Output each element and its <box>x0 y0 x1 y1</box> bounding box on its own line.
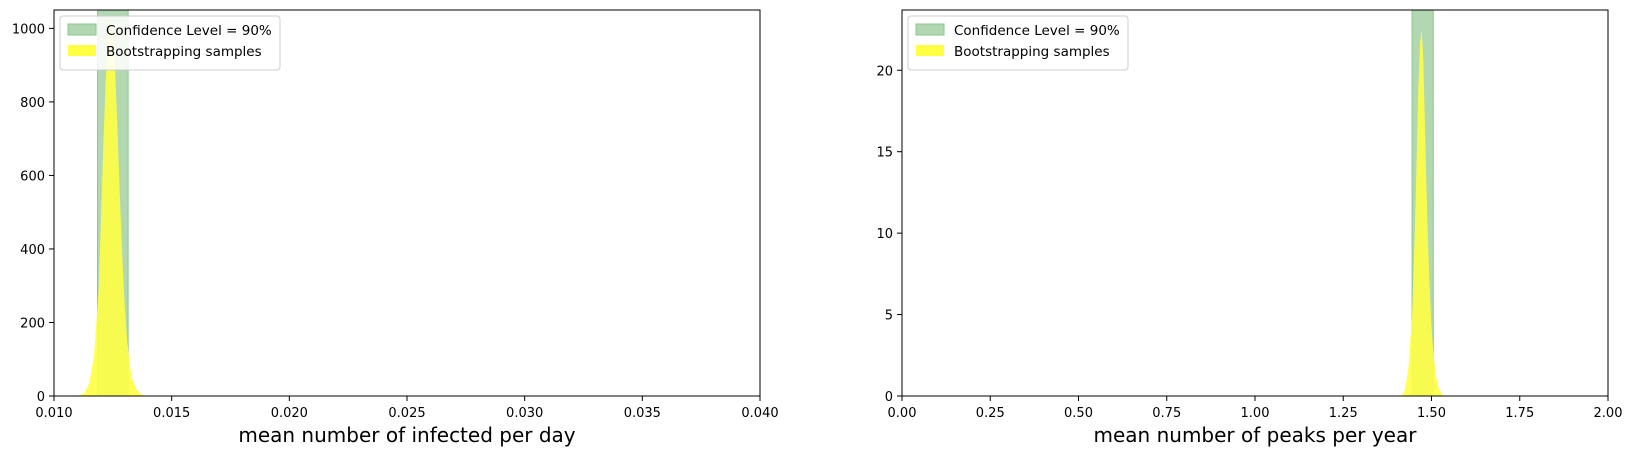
y-tick-label: 1000 <box>12 22 45 37</box>
x-tick-label: 0.75 <box>1152 406 1181 421</box>
legend-swatch-confidence <box>67 23 97 36</box>
legend-swatch-confidence <box>915 23 945 36</box>
y-tick-label: 0 <box>37 390 45 405</box>
x-tick-label: 0.50 <box>1064 406 1093 421</box>
x-tick-label: 0.015 <box>153 406 190 421</box>
legend-label-confidence: Confidence Level = 90% <box>954 23 1120 39</box>
legend-label-bootstrap: Bootstrapping samples <box>954 44 1110 60</box>
x-axis-label: mean number of infected per day <box>238 423 575 447</box>
legend: Confidence Level = 90% Bootstrapping samp… <box>907 15 1129 71</box>
y-tick-label: 15 <box>876 146 893 161</box>
x-tick-label: 0.035 <box>624 406 661 421</box>
y-tick-label: 10 <box>876 227 893 242</box>
y-tick-label: 5 <box>885 309 893 324</box>
y-tick-label: 400 <box>20 243 45 258</box>
x-tick-label: 1.75 <box>1505 406 1534 421</box>
plot-area <box>77 10 146 396</box>
x-tick-label: 1.25 <box>1329 406 1358 421</box>
legend-box <box>59 15 281 71</box>
x-axis-label: mean number of peaks per year <box>1094 423 1418 447</box>
x-tick-label: 0.025 <box>388 406 425 421</box>
legend-label-bootstrap: Bootstrapping samples <box>106 44 262 60</box>
right-chart-panel: 0.00 0.25 0.50 0.75 1.00 1.25 1.50 1.75 2.00 0 5 10… <box>876 9 1623 447</box>
x-tick-label: 1.50 <box>1417 406 1446 421</box>
y-tick-label: 0 <box>885 390 893 405</box>
left-chart-panel: 0.010 0.015 0.020 0.025 0.030 0.035 0.040 0 200 4… <box>12 9 779 447</box>
plot-area <box>1401 10 1445 396</box>
x-tick-label: 0.25 <box>976 406 1005 421</box>
legend-label-confidence: Confidence Level = 90% <box>106 23 272 39</box>
x-tick-label: 0.030 <box>506 406 543 421</box>
x-tick-label: 0.040 <box>741 406 778 421</box>
legend-swatch-bootstrap <box>68 45 96 56</box>
x-tick-label: 2.00 <box>1594 406 1623 421</box>
bootstrap-samples-area <box>77 21 146 396</box>
x-tick-label: 0.00 <box>888 406 917 421</box>
legend-box <box>907 15 1129 71</box>
legend-swatch-bootstrap <box>916 45 944 56</box>
y-tick-label: 600 <box>20 169 45 184</box>
x-tick-label: 0.020 <box>271 406 308 421</box>
bootstrap-samples-area <box>1401 29 1445 396</box>
x-tick-label: 1.00 <box>1241 406 1270 421</box>
y-tick-label: 20 <box>876 64 893 79</box>
x-tick-label: 0.010 <box>35 406 72 421</box>
y-tick-label: 800 <box>20 96 45 111</box>
legend: Confidence Level = 90% Bootstrapping samp… <box>59 15 281 71</box>
y-tick-label: 200 <box>20 316 45 331</box>
